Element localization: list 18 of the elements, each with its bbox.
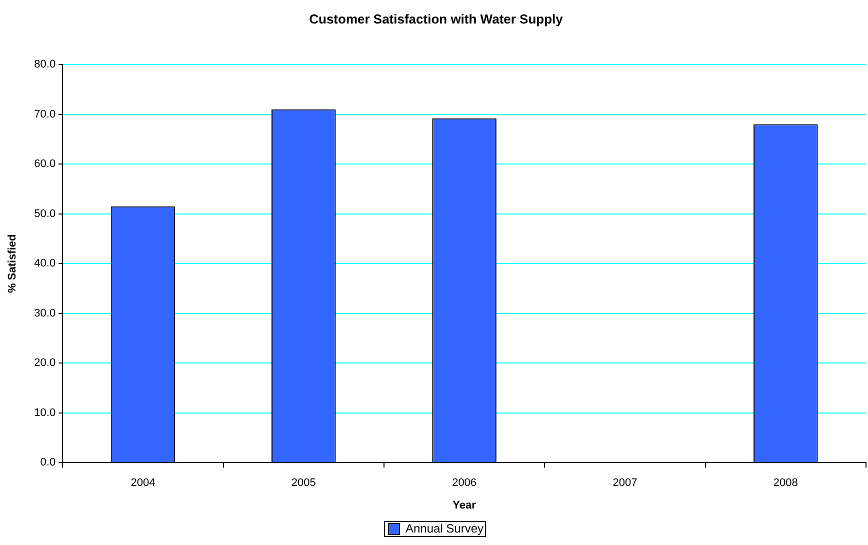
x-tick-label: 2008: [773, 477, 798, 490]
y-tick-label: 20.0: [34, 357, 56, 370]
x-axis-title: Year: [452, 499, 477, 512]
y-tick-label: 30.0: [34, 307, 56, 320]
y-tick-label: 10.0: [34, 406, 56, 419]
y-tick-label: 0.0: [40, 456, 56, 469]
y-axis-title: % Satisfied: [6, 234, 19, 293]
x-tick-label: 2005: [291, 477, 316, 490]
x-tick-label: 2006: [452, 477, 477, 490]
y-tick-label: 40.0: [34, 258, 56, 270]
x-tick-label: 2004: [130, 477, 156, 490]
x-tick-label: 2007: [612, 477, 638, 490]
y-tick-label: 60.0: [34, 158, 56, 170]
y-tick-label: 80.0: [34, 58, 56, 71]
y-tick-label: 70.0: [34, 108, 56, 120]
legend-label: Annual Survey: [405, 521, 484, 536]
chart-title: Customer Satisfaction with Water Supply: [309, 11, 564, 26]
y-tick-label: 50.0: [34, 208, 56, 220]
